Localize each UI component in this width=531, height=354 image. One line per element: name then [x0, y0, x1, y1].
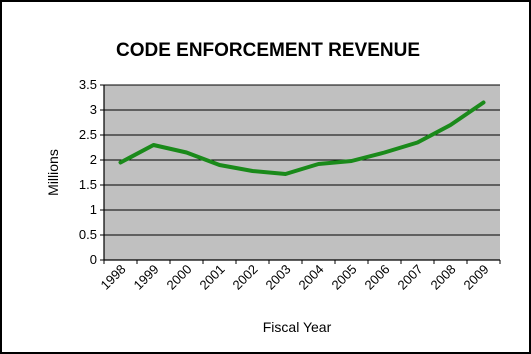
- x-axis-label: Fiscal Year: [263, 319, 332, 335]
- x-tick-label: 2006: [362, 262, 393, 293]
- x-tick-label: 2005: [329, 262, 360, 293]
- x-tick-label: 2000: [164, 262, 195, 293]
- x-tick-label: 2003: [263, 262, 294, 293]
- y-tick-label: 0.5: [79, 227, 97, 242]
- series-line: [118, 100, 486, 176]
- x-tick-label: 2008: [428, 262, 459, 293]
- y-tick-label: 1.5: [79, 177, 97, 192]
- y-axis-ticks: 0 0.5 1 1.5 2 2.5 3 3.5: [79, 77, 104, 267]
- y-tick-label: 1: [90, 202, 97, 217]
- y-tick-label: 3: [90, 102, 97, 117]
- y-tick-label: 2: [90, 152, 97, 167]
- x-tick-label: 2002: [230, 262, 261, 293]
- x-tick-label: 1999: [131, 262, 162, 293]
- x-tick-label: 2001: [197, 262, 228, 293]
- y-tick-label: 3.5: [79, 77, 97, 92]
- chart-title: CODE ENFORCEMENT REVENUE: [116, 40, 420, 61]
- x-tick-label: 2007: [395, 262, 426, 293]
- x-tick-label: 2009: [461, 262, 492, 293]
- y-tick-label: 2.5: [79, 127, 97, 142]
- y-tick-label: 0: [90, 252, 97, 267]
- x-tick-label: 2004: [296, 262, 327, 293]
- plot-area: [104, 85, 500, 260]
- x-tick-label: 1998: [98, 262, 129, 293]
- y-axis-label: Millions: [45, 149, 61, 196]
- x-axis-ticks: 1998 1999 2000 2001 2002 2003 2004 2005 2006 2007…: [98, 260, 501, 293]
